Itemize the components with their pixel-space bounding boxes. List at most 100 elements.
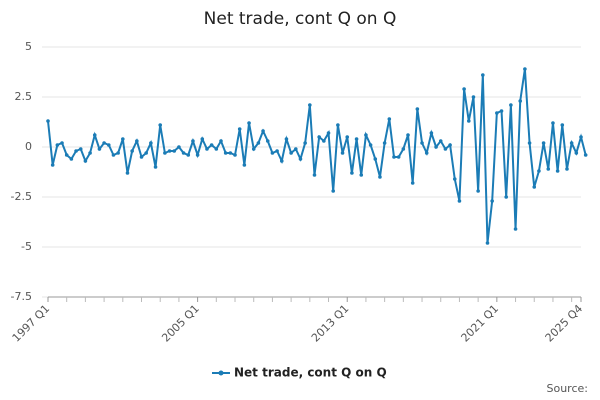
point <box>345 135 350 139</box>
point <box>265 139 270 143</box>
point <box>462 87 466 91</box>
point <box>275 149 279 153</box>
point <box>191 139 195 143</box>
point <box>78 147 83 151</box>
point <box>50 163 55 167</box>
point <box>256 141 261 145</box>
point <box>527 141 532 145</box>
point <box>565 167 569 171</box>
point <box>293 147 298 151</box>
point <box>579 135 583 139</box>
point <box>237 127 242 131</box>
point <box>153 165 158 169</box>
point <box>481 73 485 77</box>
y-tick-label: -5 <box>21 240 32 253</box>
point <box>125 171 130 175</box>
point <box>228 151 233 155</box>
point <box>223 151 228 155</box>
point <box>340 151 345 155</box>
point <box>401 147 406 151</box>
point <box>471 95 476 99</box>
point <box>97 147 102 151</box>
point <box>466 119 471 123</box>
point <box>424 151 429 155</box>
point <box>537 169 541 173</box>
point <box>569 141 574 145</box>
point <box>326 131 331 135</box>
point <box>303 141 307 145</box>
point <box>541 141 546 145</box>
point <box>504 195 508 199</box>
point <box>149 141 153 145</box>
point <box>387 117 392 121</box>
point <box>251 147 256 151</box>
point <box>495 111 499 115</box>
x-tick-label: 1997 Q1 <box>10 302 53 345</box>
point <box>415 107 420 111</box>
point <box>135 139 139 143</box>
point <box>121 137 125 141</box>
point <box>308 103 312 107</box>
point <box>350 171 354 175</box>
legend-marker <box>218 370 224 376</box>
point <box>410 181 415 185</box>
point <box>583 153 588 157</box>
x-tick-label: 2005 Q1 <box>159 302 202 345</box>
y-tick-label: 0 <box>25 140 32 153</box>
point <box>289 151 293 155</box>
point <box>247 121 251 125</box>
point <box>434 145 438 149</box>
point <box>102 141 106 145</box>
point <box>560 123 565 127</box>
chart-title: Net trade, cont Q on Q <box>204 9 397 29</box>
y-tick-label: -7.5 <box>11 290 32 303</box>
point <box>368 143 373 147</box>
point <box>382 141 387 145</box>
point <box>219 139 223 143</box>
point <box>518 99 523 103</box>
point <box>476 189 480 193</box>
point <box>195 153 200 157</box>
point <box>167 149 172 153</box>
point <box>513 227 518 231</box>
point <box>261 129 265 133</box>
point <box>448 143 452 147</box>
point <box>74 149 78 153</box>
point <box>443 147 448 151</box>
point <box>532 185 537 189</box>
point <box>88 151 92 155</box>
point <box>270 151 275 155</box>
point <box>420 141 424 145</box>
point <box>392 155 396 159</box>
point <box>106 143 111 147</box>
x-tick-label: 2021 Q1 <box>459 302 502 345</box>
point <box>322 139 326 143</box>
x-tick-label: 2013 Q1 <box>309 302 352 345</box>
point <box>359 173 364 177</box>
point <box>499 109 504 113</box>
point <box>378 175 382 179</box>
point <box>574 151 579 155</box>
point <box>523 67 527 71</box>
point <box>284 137 289 141</box>
x-tick-label: 2025 Q4 <box>543 302 586 345</box>
point <box>452 177 457 181</box>
source: Source: <box>547 382 589 395</box>
point <box>177 145 181 149</box>
point <box>205 147 209 151</box>
point <box>555 169 560 173</box>
point <box>64 153 69 157</box>
point <box>130 149 134 153</box>
point <box>312 173 317 177</box>
point <box>214 147 219 151</box>
point <box>279 159 284 163</box>
point <box>546 167 551 171</box>
point <box>158 123 163 127</box>
point <box>298 157 303 161</box>
point <box>457 199 462 203</box>
point <box>490 199 494 203</box>
point <box>46 119 50 123</box>
point <box>485 241 490 245</box>
point <box>242 163 247 167</box>
point <box>406 133 410 137</box>
